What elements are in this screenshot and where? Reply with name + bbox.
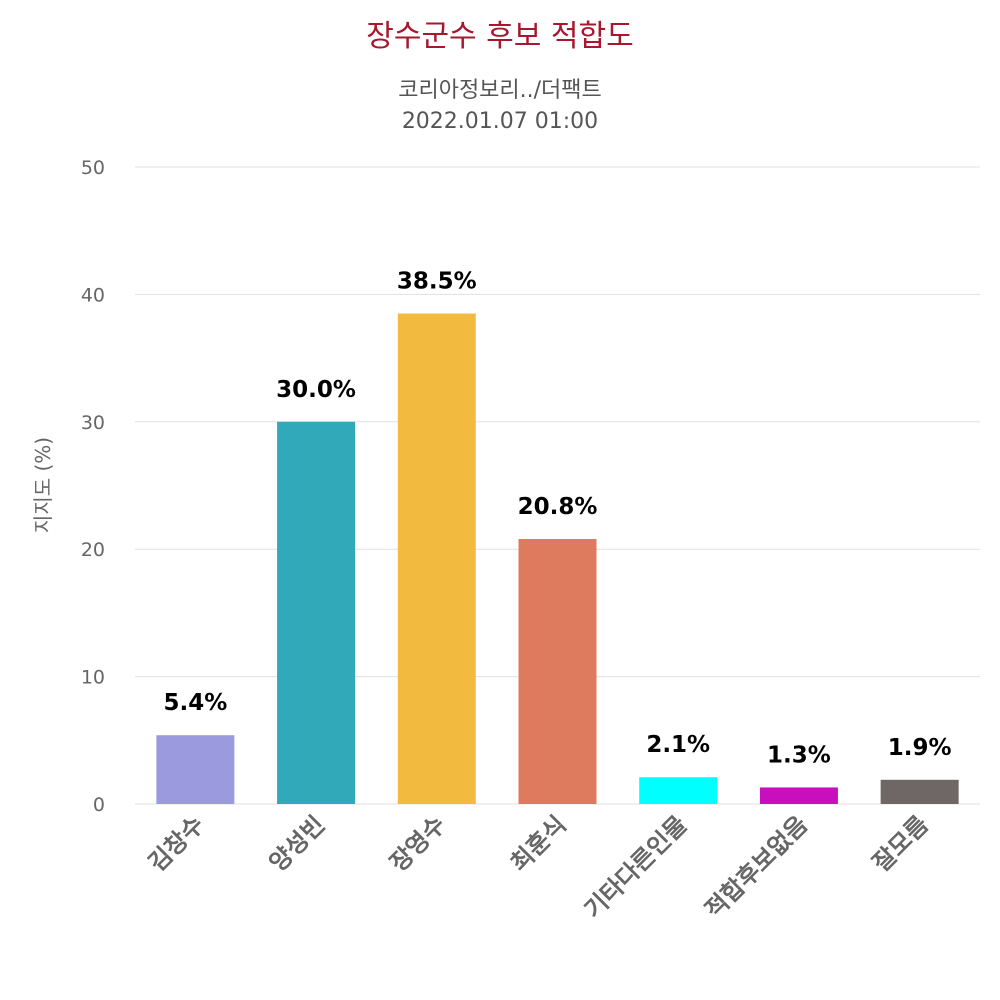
x-tick-label: 기타다른인물 [579,810,692,923]
data-label: 5.4% [163,690,227,716]
chart-subtitle-source: 코리아정보리../더팩트 [398,78,602,103]
y-tick-label: 30 [81,412,105,434]
y-tick-label: 10 [81,667,105,689]
data-labels: 5.4% 30.0% 38.5% 20.8% 2.1% 1.3% 1.9% [161,267,953,771]
bar [518,539,597,804]
data-label: 20.8% [518,494,598,520]
chart-title: 장수군수 후보 적합도 [366,19,633,54]
bar [277,421,356,804]
x-tick-label: 최훈식 [505,810,572,877]
bar [397,313,476,804]
chart-subtitle-date: 2022.01.07 01:00 [402,109,598,134]
bars [156,313,959,804]
x-tick-label: 잘모름 [867,810,934,877]
data-label: 2.1% [646,732,710,758]
x-tick-label: 적합후보없음 [700,810,813,923]
y-tick-label: 50 [81,157,105,179]
bar [639,777,718,804]
data-label: 38.5% [397,269,477,295]
x-axis-labels: 김창수 양성빈 장영수 최훈식 기타다른인물 적합후보없음 잘모름 [143,810,934,923]
bar [156,735,235,804]
y-tick-label: 20 [81,539,105,561]
bar [759,787,838,804]
data-label: 1.3% [767,742,831,768]
bar [880,779,959,804]
data-label: 30.0% [276,377,356,403]
x-tick-label: 장영수 [384,810,451,877]
data-label: 1.9% [888,735,952,761]
y-tick-label: 40 [81,284,105,306]
x-tick-label: 김창수 [143,810,210,877]
y-axis-label: 지지도 (%) [31,437,55,533]
y-axis-ticks: 0 10 20 30 40 50 [81,157,105,816]
y-tick-label: 0 [93,794,105,816]
x-tick-label: 양성빈 [264,810,331,877]
